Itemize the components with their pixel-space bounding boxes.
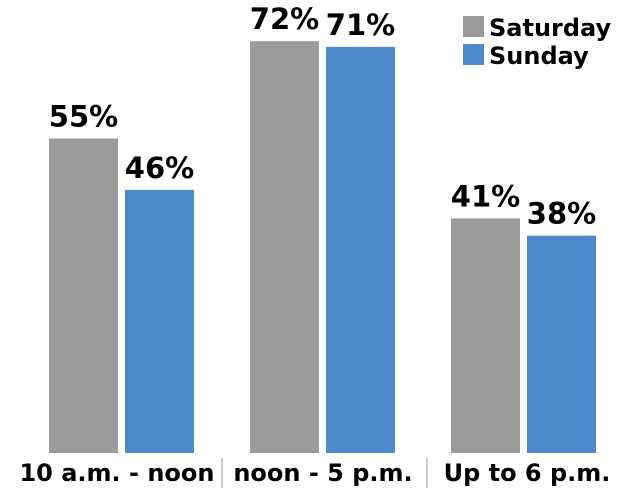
bar-sunday-3 [527, 235, 596, 453]
legend-label-saturday: Saturday [489, 14, 612, 42]
x-tick-label-3: Up to 6 p.m. [444, 459, 611, 487]
data-label-saturday-1: 55% [49, 99, 118, 133]
legend-label-sunday: Sunday [489, 42, 589, 70]
category-separators [221, 458, 428, 488]
bar-saturday-3 [451, 218, 520, 453]
bar-sunday-1 [125, 189, 194, 453]
bar-sunday-2 [326, 46, 395, 453]
x-tick-label-1: 10 a.m. - noon [19, 459, 214, 487]
bar-saturday-2 [250, 41, 319, 453]
data-label-sunday-1: 46% [125, 151, 194, 185]
data-label-sunday-2: 71% [326, 8, 395, 42]
x-tick-labels: 10 a.m. - noon noon - 5 p.m. Up to 6 p.m. [19, 459, 610, 487]
legend-swatch-saturday [463, 16, 484, 37]
data-label-saturday-2: 72% [250, 2, 319, 36]
bar-saturday-1 [49, 138, 118, 453]
legend-swatch-sunday [463, 44, 484, 65]
data-labels-group: 55%46% 72% 71% 41%38% [49, 2, 596, 230]
data-label-sunday-3: 38% [527, 197, 596, 231]
x-tick-label-2: noon - 5 p.m. [233, 459, 412, 487]
bars-group [49, 41, 596, 453]
data-label-saturday-3: 41% [451, 179, 520, 213]
